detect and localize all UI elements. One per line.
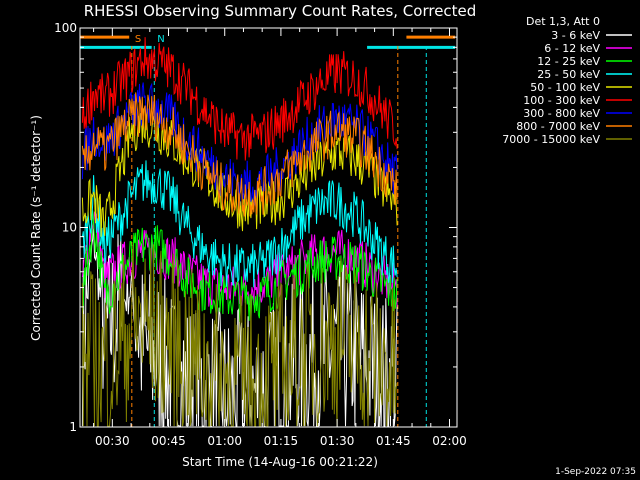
legend-label: 7000 - 15000 keV [502, 133, 600, 146]
legend-label: 50 - 100 keV [530, 81, 600, 94]
series-line-6 [81, 37, 398, 161]
series-line-4 [81, 160, 398, 288]
legend-label: 800 - 7000 keV [516, 120, 600, 133]
series-line-9 [81, 244, 398, 427]
legend-label: 300 - 800 keV [523, 107, 600, 120]
series-line-8 [81, 92, 398, 217]
x-tick-label: 00:30 [95, 434, 130, 448]
chart-title: RHESSI Observing Summary Count Rates, Co… [84, 2, 477, 20]
legend-title: Det 1,3, Att 0 [526, 15, 600, 28]
y-tick-label: 1 [69, 420, 77, 434]
x-tick-label: 01:00 [207, 434, 242, 448]
legend-label: 6 - 12 keV [544, 42, 600, 55]
legend-label: 100 - 300 keV [523, 94, 600, 107]
x-axis-label: Start Time (14-Aug-16 00:21:22) [182, 455, 378, 469]
y-tick-label: 10 [62, 221, 77, 235]
y-axis-label: Corrected Count Rate (s⁻¹ detector⁻¹) [29, 115, 43, 341]
marker-label-s: S [135, 34, 141, 45]
y-tick-label: 100 [54, 21, 77, 35]
series-line-7 [81, 82, 398, 207]
timestamp: 1-Sep-2022 07:35 [555, 467, 636, 477]
x-tick-label: 02:00 [432, 434, 467, 448]
x-tick-label: 01:15 [264, 434, 299, 448]
axis-layer: 00:30 00:45 01:00 01:15 01:30 01:45 02:00 1 10 10… [54, 21, 467, 448]
x-tick-label: 00:45 [151, 434, 186, 448]
legend-label: 12 - 25 keV [537, 55, 600, 68]
legend-label: 3 - 6 keV [551, 29, 600, 42]
x-tick-label: 01:45 [376, 434, 411, 448]
x-tick-label: 01:30 [320, 434, 355, 448]
legend-label: 25 - 50 keV [537, 68, 600, 81]
series-layer [81, 37, 398, 427]
marker-label-n: N [157, 34, 164, 45]
